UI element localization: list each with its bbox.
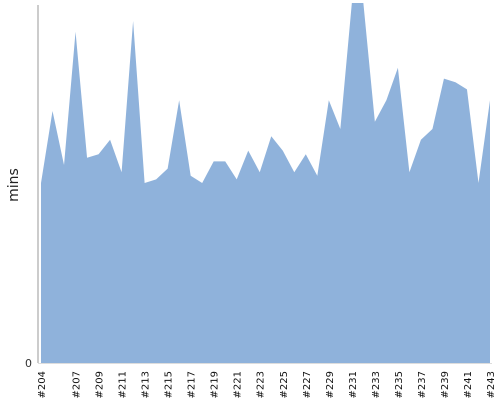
x-tick-label: #225 <box>279 371 290 398</box>
x-tick-label: #207 <box>72 371 83 398</box>
x-tick-labels: #204 #207 #209 #211 #213 #215 #217 #219 #221 #223… <box>37 371 497 398</box>
x-tick-label: #231 <box>348 371 359 398</box>
x-tick-label: #229 <box>325 371 336 398</box>
x-tick-label: #211 <box>118 371 129 398</box>
x-tick-label: #243 <box>486 371 497 398</box>
plot-area <box>41 3 490 363</box>
x-tick-label: #221 <box>233 371 244 398</box>
x-tick-label: #219 <box>210 371 221 398</box>
x-tick-label: #215 <box>164 371 175 398</box>
y-axis-label: mins <box>6 168 22 202</box>
x-tick-label: #213 <box>141 371 152 398</box>
series-area <box>41 3 490 363</box>
y-tick-label-0: 0 <box>25 357 32 370</box>
x-tick-label: #227 <box>302 371 313 398</box>
x-tick-label: #233 <box>371 371 382 398</box>
x-tick-label: #217 <box>187 371 198 398</box>
x-tick-label: #235 <box>394 371 405 398</box>
x-tick-label: #241 <box>463 371 474 398</box>
x-tick-label: #223 <box>256 371 267 398</box>
x-tick-label: #239 <box>440 371 451 398</box>
x-tick-label: #237 <box>417 371 428 398</box>
x-tick-label: #209 <box>95 371 106 398</box>
x-tick-label: #204 <box>37 371 48 398</box>
